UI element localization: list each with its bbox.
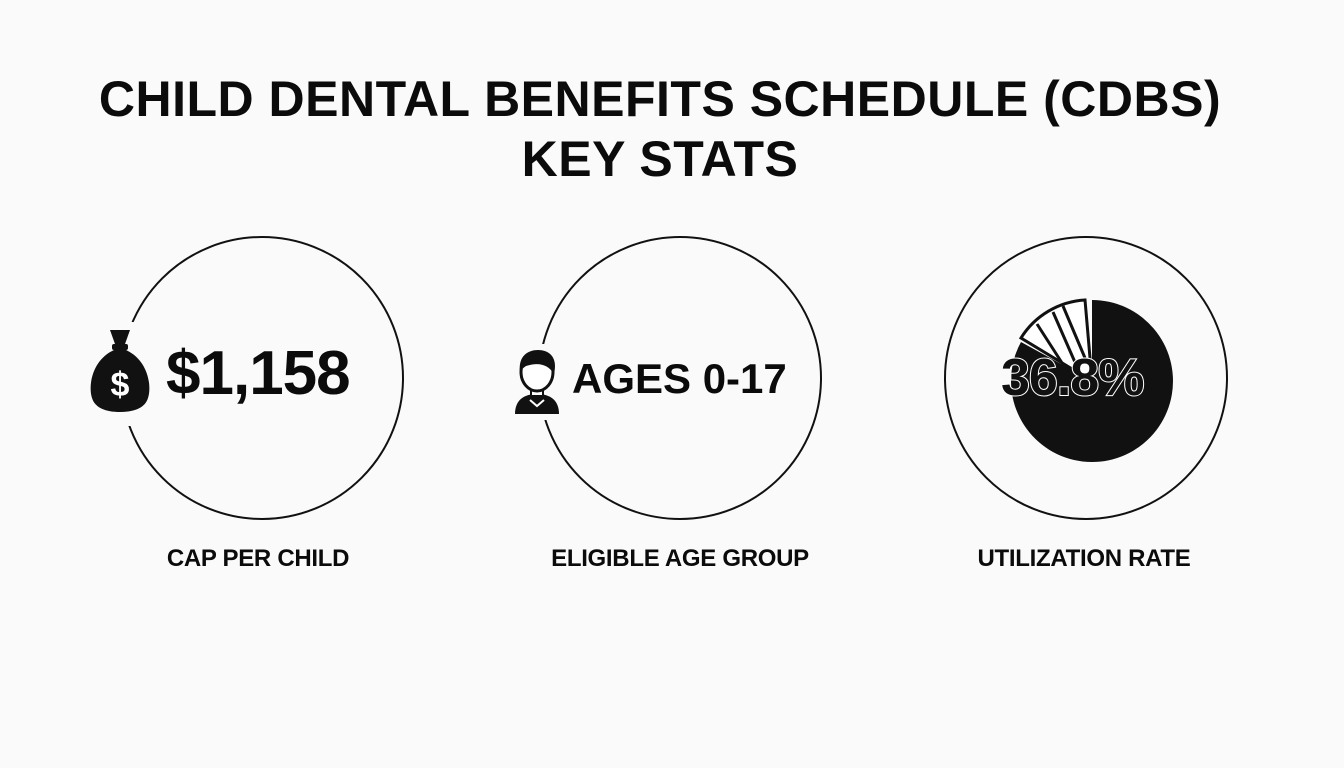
stat-value-age: AGES 0-17 [572, 355, 787, 402]
stat-circle-utilization [944, 236, 1228, 520]
svg-text:$: $ [111, 366, 130, 404]
stat-value-cap: $1,158 [166, 339, 351, 408]
person-icon [515, 350, 559, 414]
stat-label-cap: CAP PER CHILD [166, 545, 350, 572]
stat-value-utilization: 36.8% [1000, 349, 1145, 407]
page-title: CHILD DENTAL BENEFITS SCHEDULE (CDBS) [98, 71, 1222, 127]
money-bag-icon: $ [90, 330, 150, 412]
page-subtitle: KEY STATS [521, 131, 799, 187]
stat-label-utilization: UTILIZATION RATE [977, 545, 1191, 572]
pie-chart-icon [1010, 298, 1173, 462]
stat-label-age: ELIGIBLE AGE GROUP [551, 545, 809, 572]
